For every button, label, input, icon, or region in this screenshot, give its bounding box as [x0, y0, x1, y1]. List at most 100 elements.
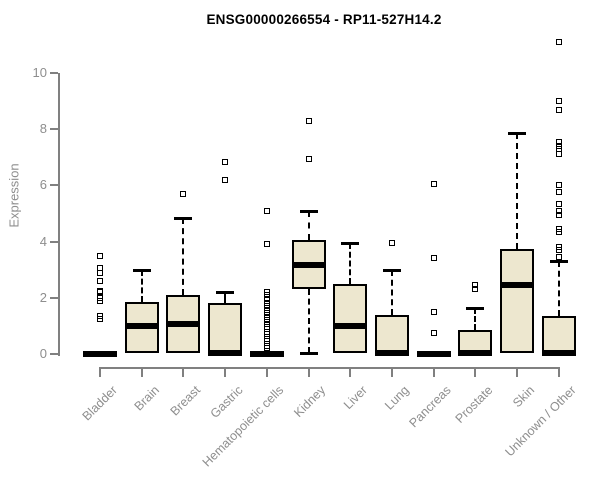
x-tick-label-hematopoietic-cells: Hematopoietic cells — [200, 383, 287, 470]
median-gastric — [208, 349, 243, 356]
outlier-point-unknown-other — [555, 138, 562, 145]
x-tick-mark — [140, 368, 143, 377]
x-tick-label-prostate: Prostate — [452, 383, 496, 426]
outlier-point-pancreas — [430, 308, 437, 315]
outlier-point-hematopoietic-cells — [263, 296, 270, 303]
outlier-point-unknown-other — [555, 182, 562, 189]
y-tick-mark — [50, 184, 58, 187]
upper-whisker-cap-kidney — [299, 209, 318, 213]
outlier-point-hematopoietic-cells — [263, 328, 270, 335]
box-liver — [333, 283, 368, 353]
median-brain — [124, 322, 159, 329]
outlier-point-unknown-other — [555, 225, 562, 232]
upper-whisker-skin — [516, 133, 518, 249]
outlier-point-bladder — [97, 252, 103, 259]
y-tick-mark — [50, 72, 58, 74]
outlier-point-hematopoietic-cells — [263, 314, 270, 321]
outlier-point-unknown-other — [555, 207, 562, 214]
x-tick-label-lung: Lung — [382, 383, 412, 413]
upper-whisker-cap-liver — [341, 242, 360, 245]
outlier-point-unknown-other — [555, 254, 562, 261]
outlier-point-hematopoietic-cells — [263, 335, 270, 342]
x-tick-mark — [557, 368, 560, 377]
outlier-point-kidney — [305, 155, 312, 162]
upper-whisker-brain — [140, 269, 143, 302]
outlier-point-bladder — [97, 287, 103, 294]
outlier-point-unknown-other — [555, 189, 562, 196]
x-tick-mark — [307, 368, 310, 377]
upper-whisker-prostate — [474, 307, 477, 331]
median-kidney — [291, 262, 326, 269]
x-tick-label-skin: Skin — [509, 383, 537, 411]
upper-whisker-cap-breast — [174, 216, 193, 220]
outlier-point-hematopoietic-cells — [263, 321, 270, 328]
box-lung — [374, 314, 409, 354]
outlier-point-bladder — [97, 269, 103, 276]
x-tick-mark — [390, 368, 393, 377]
x-tick-mark — [224, 368, 227, 377]
upper-whisker-breast — [182, 217, 185, 295]
y-tick-label: 8 — [39, 121, 47, 137]
median-lung — [374, 349, 409, 356]
outlier-point-pancreas — [430, 329, 437, 336]
x-tick-label-gastric: Gastric — [207, 383, 246, 421]
upper-whisker-cap-brain — [132, 268, 151, 272]
y-tick-label: 4 — [39, 233, 47, 249]
outlier-point-unknown-other — [555, 244, 562, 251]
outlier-point-gastric — [222, 176, 229, 183]
chart-title: ENSG00000266554 - RP11-527H14.2 — [206, 12, 442, 27]
x-axis-line — [99, 367, 560, 369]
outlier-point-pancreas — [430, 255, 437, 262]
outlier-point-unknown-other — [555, 151, 562, 158]
x-tick-label-brain: Brain — [131, 383, 162, 414]
collapsed-box-pancreas — [416, 351, 451, 357]
outlier-point-hematopoietic-cells — [263, 207, 270, 214]
outlier-point-unknown-other — [555, 106, 562, 113]
outlier-point-prostate — [472, 286, 479, 293]
outlier-point-unknown-other — [555, 200, 562, 207]
median-prostate — [458, 349, 493, 356]
upper-whisker-liver — [349, 243, 352, 284]
x-tick-mark — [265, 368, 268, 377]
x-tick-mark — [474, 368, 477, 377]
y-tick-mark — [50, 128, 58, 131]
x-tick-mark — [516, 368, 518, 377]
outlier-point-bladder — [97, 265, 103, 272]
collapsed-box-hematopoietic-cells — [249, 351, 284, 357]
x-tick-label-liver: Liver — [341, 383, 371, 413]
y-tick-label: 10 — [32, 65, 47, 80]
outlier-point-hematopoietic-cells — [263, 307, 270, 314]
y-tick-mark — [50, 296, 58, 299]
outlier-point-bladder — [97, 294, 103, 301]
outlier-point-bladder — [97, 313, 103, 320]
outlier-point-hematopoietic-cells — [263, 289, 270, 296]
outlier-point-breast — [180, 190, 187, 197]
y-tick-label: 2 — [39, 289, 47, 305]
outlier-point-hematopoietic-cells — [263, 342, 270, 349]
median-liver — [333, 322, 368, 329]
y-axis-line — [58, 73, 60, 356]
upper-whisker-gastric — [224, 292, 227, 304]
x-tick-mark — [432, 368, 435, 377]
outlier-point-lung — [388, 240, 395, 246]
upper-whisker-kidney — [307, 210, 310, 241]
outlier-point-gastric — [222, 158, 229, 165]
lower-whisker-cap-kidney — [299, 351, 318, 355]
x-tick-label-bladder: Bladder — [79, 383, 120, 424]
x-tick-mark — [182, 368, 185, 377]
upper-whisker-cap-gastric — [216, 291, 235, 295]
upper-whisker-lung — [390, 269, 393, 315]
outlier-point-unknown-other — [555, 98, 562, 105]
x-tick-label-breast: Breast — [167, 383, 204, 419]
outlier-point-kidney — [305, 117, 312, 124]
y-tick-label: 6 — [39, 177, 47, 193]
x-tick-mark — [99, 368, 101, 377]
upper-whisker-unknown-other — [557, 261, 560, 317]
median-skin — [500, 282, 534, 289]
collapsed-box-bladder — [83, 351, 117, 357]
x-tick-label-pancreas: Pancreas — [406, 383, 454, 431]
upper-whisker-cap-prostate — [466, 306, 485, 310]
outlier-point-pancreas — [430, 180, 437, 187]
outlier-point-bladder — [97, 277, 103, 284]
